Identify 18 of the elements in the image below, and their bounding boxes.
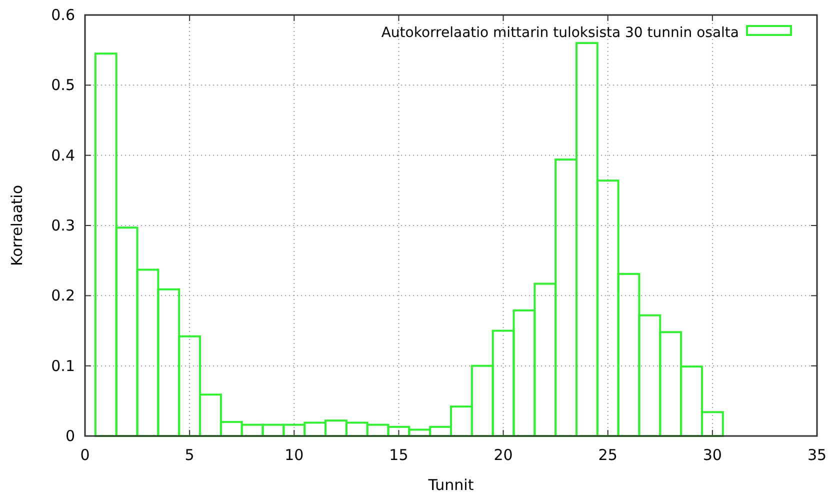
x-axis-title: Tunnit <box>427 476 474 494</box>
y-tick-label: 0 <box>65 427 75 445</box>
y-axis-title: Korrelaatio <box>8 184 26 266</box>
x-tick-label: 30 <box>702 446 722 464</box>
legend-label: Autokorrelaatio mittarin tuloksista 30 tunnin osalta <box>381 25 739 41</box>
y-tick-label: 0.4 <box>51 146 75 164</box>
y-tick-label: 0.1 <box>51 356 75 375</box>
x-tick-label: 35 <box>807 446 827 464</box>
x-tick-label: 15 <box>389 446 408 464</box>
x-tick-label: 0 <box>80 446 90 464</box>
x-tick-label: 25 <box>598 446 618 464</box>
y-tick-label: 0.3 <box>51 216 75 234</box>
y-tick-label: 0.2 <box>51 286 75 305</box>
x-tick-label: 10 <box>284 446 304 464</box>
x-tick-label: 5 <box>184 446 194 464</box>
x-tick-label: 20 <box>494 446 513 464</box>
y-tick-label: 0.6 <box>51 6 75 24</box>
y-tick-label: 0.5 <box>51 76 75 94</box>
